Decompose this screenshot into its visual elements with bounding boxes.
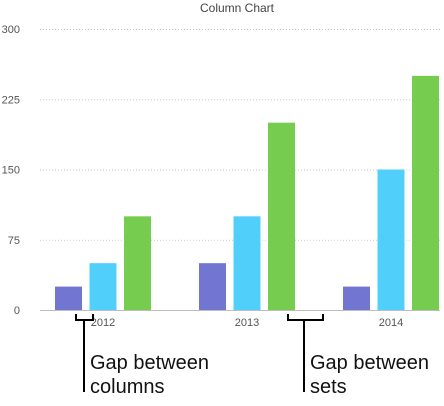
gap-between-sets-label-line2: sets bbox=[310, 376, 347, 398]
chart-title: Column Chart bbox=[200, 1, 275, 15]
bar bbox=[233, 216, 261, 310]
gap-between-sets-label-line1: Gap between bbox=[310, 352, 429, 374]
y-tick-label: 225 bbox=[2, 94, 20, 106]
x-tick-label: 2014 bbox=[379, 317, 403, 329]
x-axis-ticks: 2012 2013 2014 bbox=[91, 317, 403, 329]
gap-between-sets-annotation: Gap between sets bbox=[287, 314, 429, 398]
y-tick-label: 300 bbox=[2, 24, 20, 36]
y-tick-label: 75 bbox=[8, 235, 20, 247]
bar bbox=[343, 286, 370, 310]
grid bbox=[40, 29, 440, 311]
bars bbox=[55, 75, 439, 311]
y-tick-label: 0 bbox=[14, 305, 20, 317]
x-tick-label: 2012 bbox=[91, 317, 115, 329]
bar bbox=[89, 263, 117, 310]
bar bbox=[199, 263, 226, 310]
gap-between-sets-bracket bbox=[287, 314, 324, 392]
bar bbox=[377, 169, 405, 310]
bar bbox=[268, 122, 295, 311]
x-tick-label: 2013 bbox=[235, 317, 259, 329]
gap-between-columns-label-line1: Gap between bbox=[90, 352, 209, 374]
gap-between-columns-label-line2: columns bbox=[90, 376, 164, 398]
bar bbox=[55, 286, 82, 310]
y-tick-label: 150 bbox=[2, 165, 20, 177]
gap-between-columns-bracket bbox=[75, 314, 94, 392]
y-axis-ticks: 0 75 150 225 300 bbox=[2, 24, 20, 317]
gap-between-columns-annotation: Gap between columns bbox=[75, 314, 209, 398]
bar bbox=[412, 75, 439, 310]
bar bbox=[124, 216, 151, 310]
